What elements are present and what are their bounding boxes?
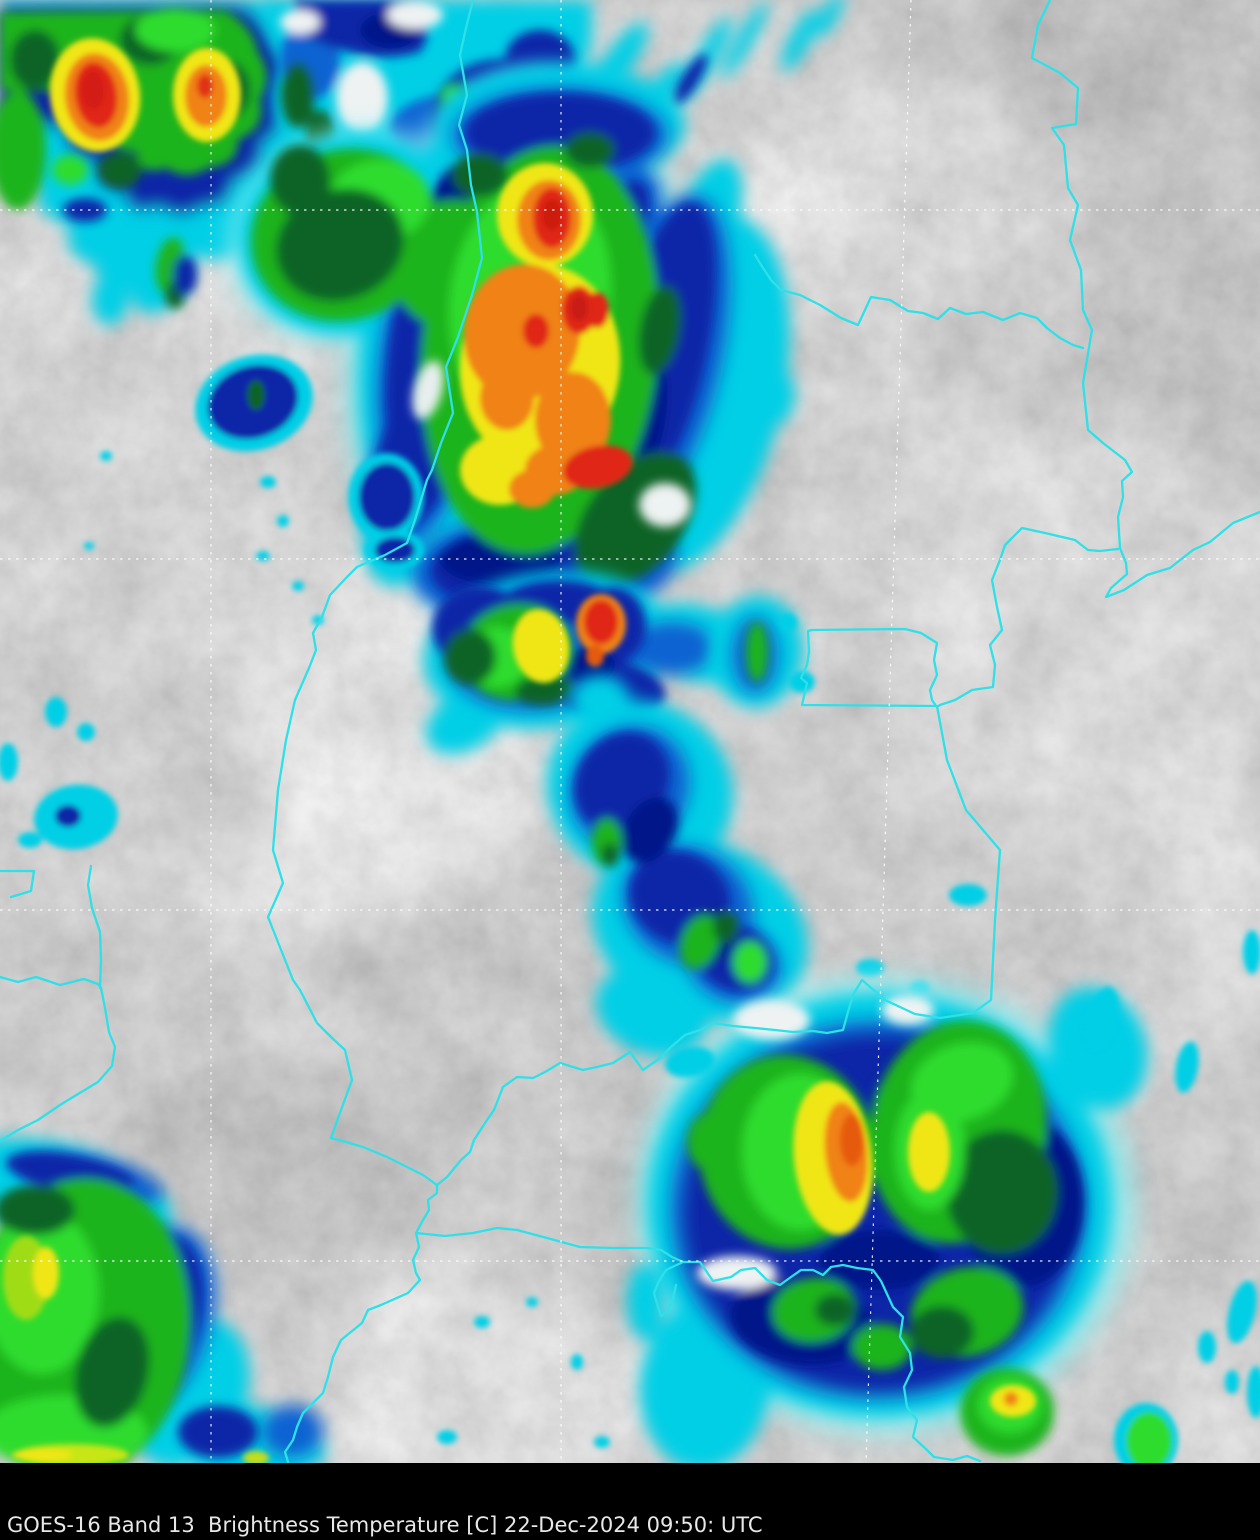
map-border-lines bbox=[0, 0, 1260, 1463]
border-junction-to-rectangle bbox=[935, 526, 1120, 709]
border-southwest-descent bbox=[283, 1183, 439, 1463]
storm-bottomleft bbox=[0, 1138, 326, 1463]
border-horizontal-north bbox=[753, 253, 1085, 350]
border-east-exit bbox=[1104, 510, 1260, 599]
border-south-hook bbox=[652, 1260, 685, 1318]
border-river-northeast bbox=[1030, 0, 1134, 550]
cold-streaks-middle bbox=[546, 596, 987, 1057]
border-gambia-top bbox=[0, 869, 36, 899]
latlon-grid bbox=[0, 0, 1260, 1463]
caption-text: GOES-16 Band 13 Brightness Temperature [… bbox=[7, 1513, 763, 1537]
caption-bar: GOES-16 Band 13 Brightness Temperature [… bbox=[0, 1463, 1260, 1540]
cold-spots-leftmiddle bbox=[0, 354, 610, 1448]
border-river-central bbox=[266, 0, 484, 1187]
satellite-image bbox=[0, 0, 1260, 1463]
border-rectangle-state bbox=[799, 627, 939, 708]
border-gambia-east bbox=[86, 864, 103, 990]
storm-bottomright bbox=[627, 930, 1260, 1463]
border-south-from-rectangle bbox=[860, 704, 1002, 1020]
temperature-color-layer bbox=[0, 0, 1260, 1463]
border-south-long bbox=[414, 1226, 982, 1463]
border-gambia-coast bbox=[0, 975, 117, 1143]
border-midwest-diagonal bbox=[435, 978, 864, 1187]
